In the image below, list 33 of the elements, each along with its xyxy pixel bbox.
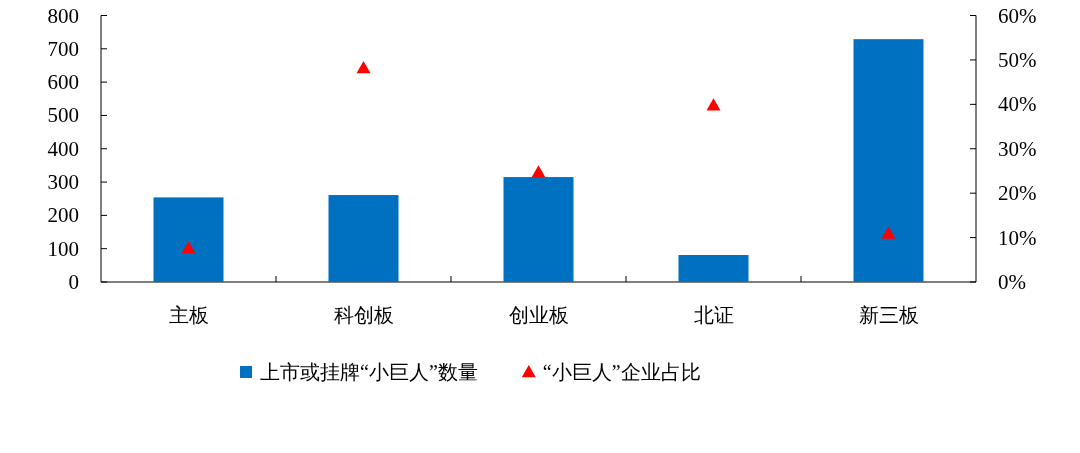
- y2-tick-label: 0%: [998, 270, 1026, 294]
- point: [531, 165, 546, 178]
- y-tick-label: 600: [47, 70, 79, 95]
- y-tick-label: 400: [47, 136, 79, 161]
- x-tick-label: 新三板: [858, 304, 919, 326]
- legend-label: 上市或挂牌“小巨人”数量: [260, 361, 478, 383]
- y-tick-label: 0: [68, 270, 79, 294]
- bar: [328, 195, 399, 282]
- y2-tick-label: 30%: [998, 136, 1037, 161]
- bar: [678, 255, 749, 282]
- y-tick-label: 300: [47, 170, 79, 195]
- y-tick-label: 700: [47, 36, 79, 61]
- x-tick-label: 主板: [168, 304, 209, 326]
- point: [181, 241, 196, 254]
- point: [881, 226, 896, 239]
- bar: [153, 197, 224, 282]
- y-tick-label: 800: [47, 3, 79, 28]
- bar: [853, 39, 924, 282]
- y-tick-label: 500: [47, 103, 79, 128]
- y2-tick-label: 40%: [998, 92, 1037, 117]
- legend-label: “小巨人”企业占比: [542, 361, 701, 383]
- y2-tick-label: 50%: [998, 47, 1037, 72]
- point: [706, 98, 721, 111]
- x-tick-label: 科创板: [333, 304, 394, 326]
- y2-tick-label: 60%: [998, 3, 1037, 28]
- point: [356, 60, 371, 74]
- y-tick-label: 200: [47, 203, 79, 228]
- y-tick-label: 100: [47, 236, 79, 261]
- y2-tick-label: 20%: [998, 181, 1037, 206]
- bar: [503, 177, 574, 282]
- y2-tick-label: 10%: [998, 225, 1037, 250]
- x-tick-label: 创业板: [508, 304, 569, 326]
- x-tick-label: 北证: [693, 304, 734, 326]
